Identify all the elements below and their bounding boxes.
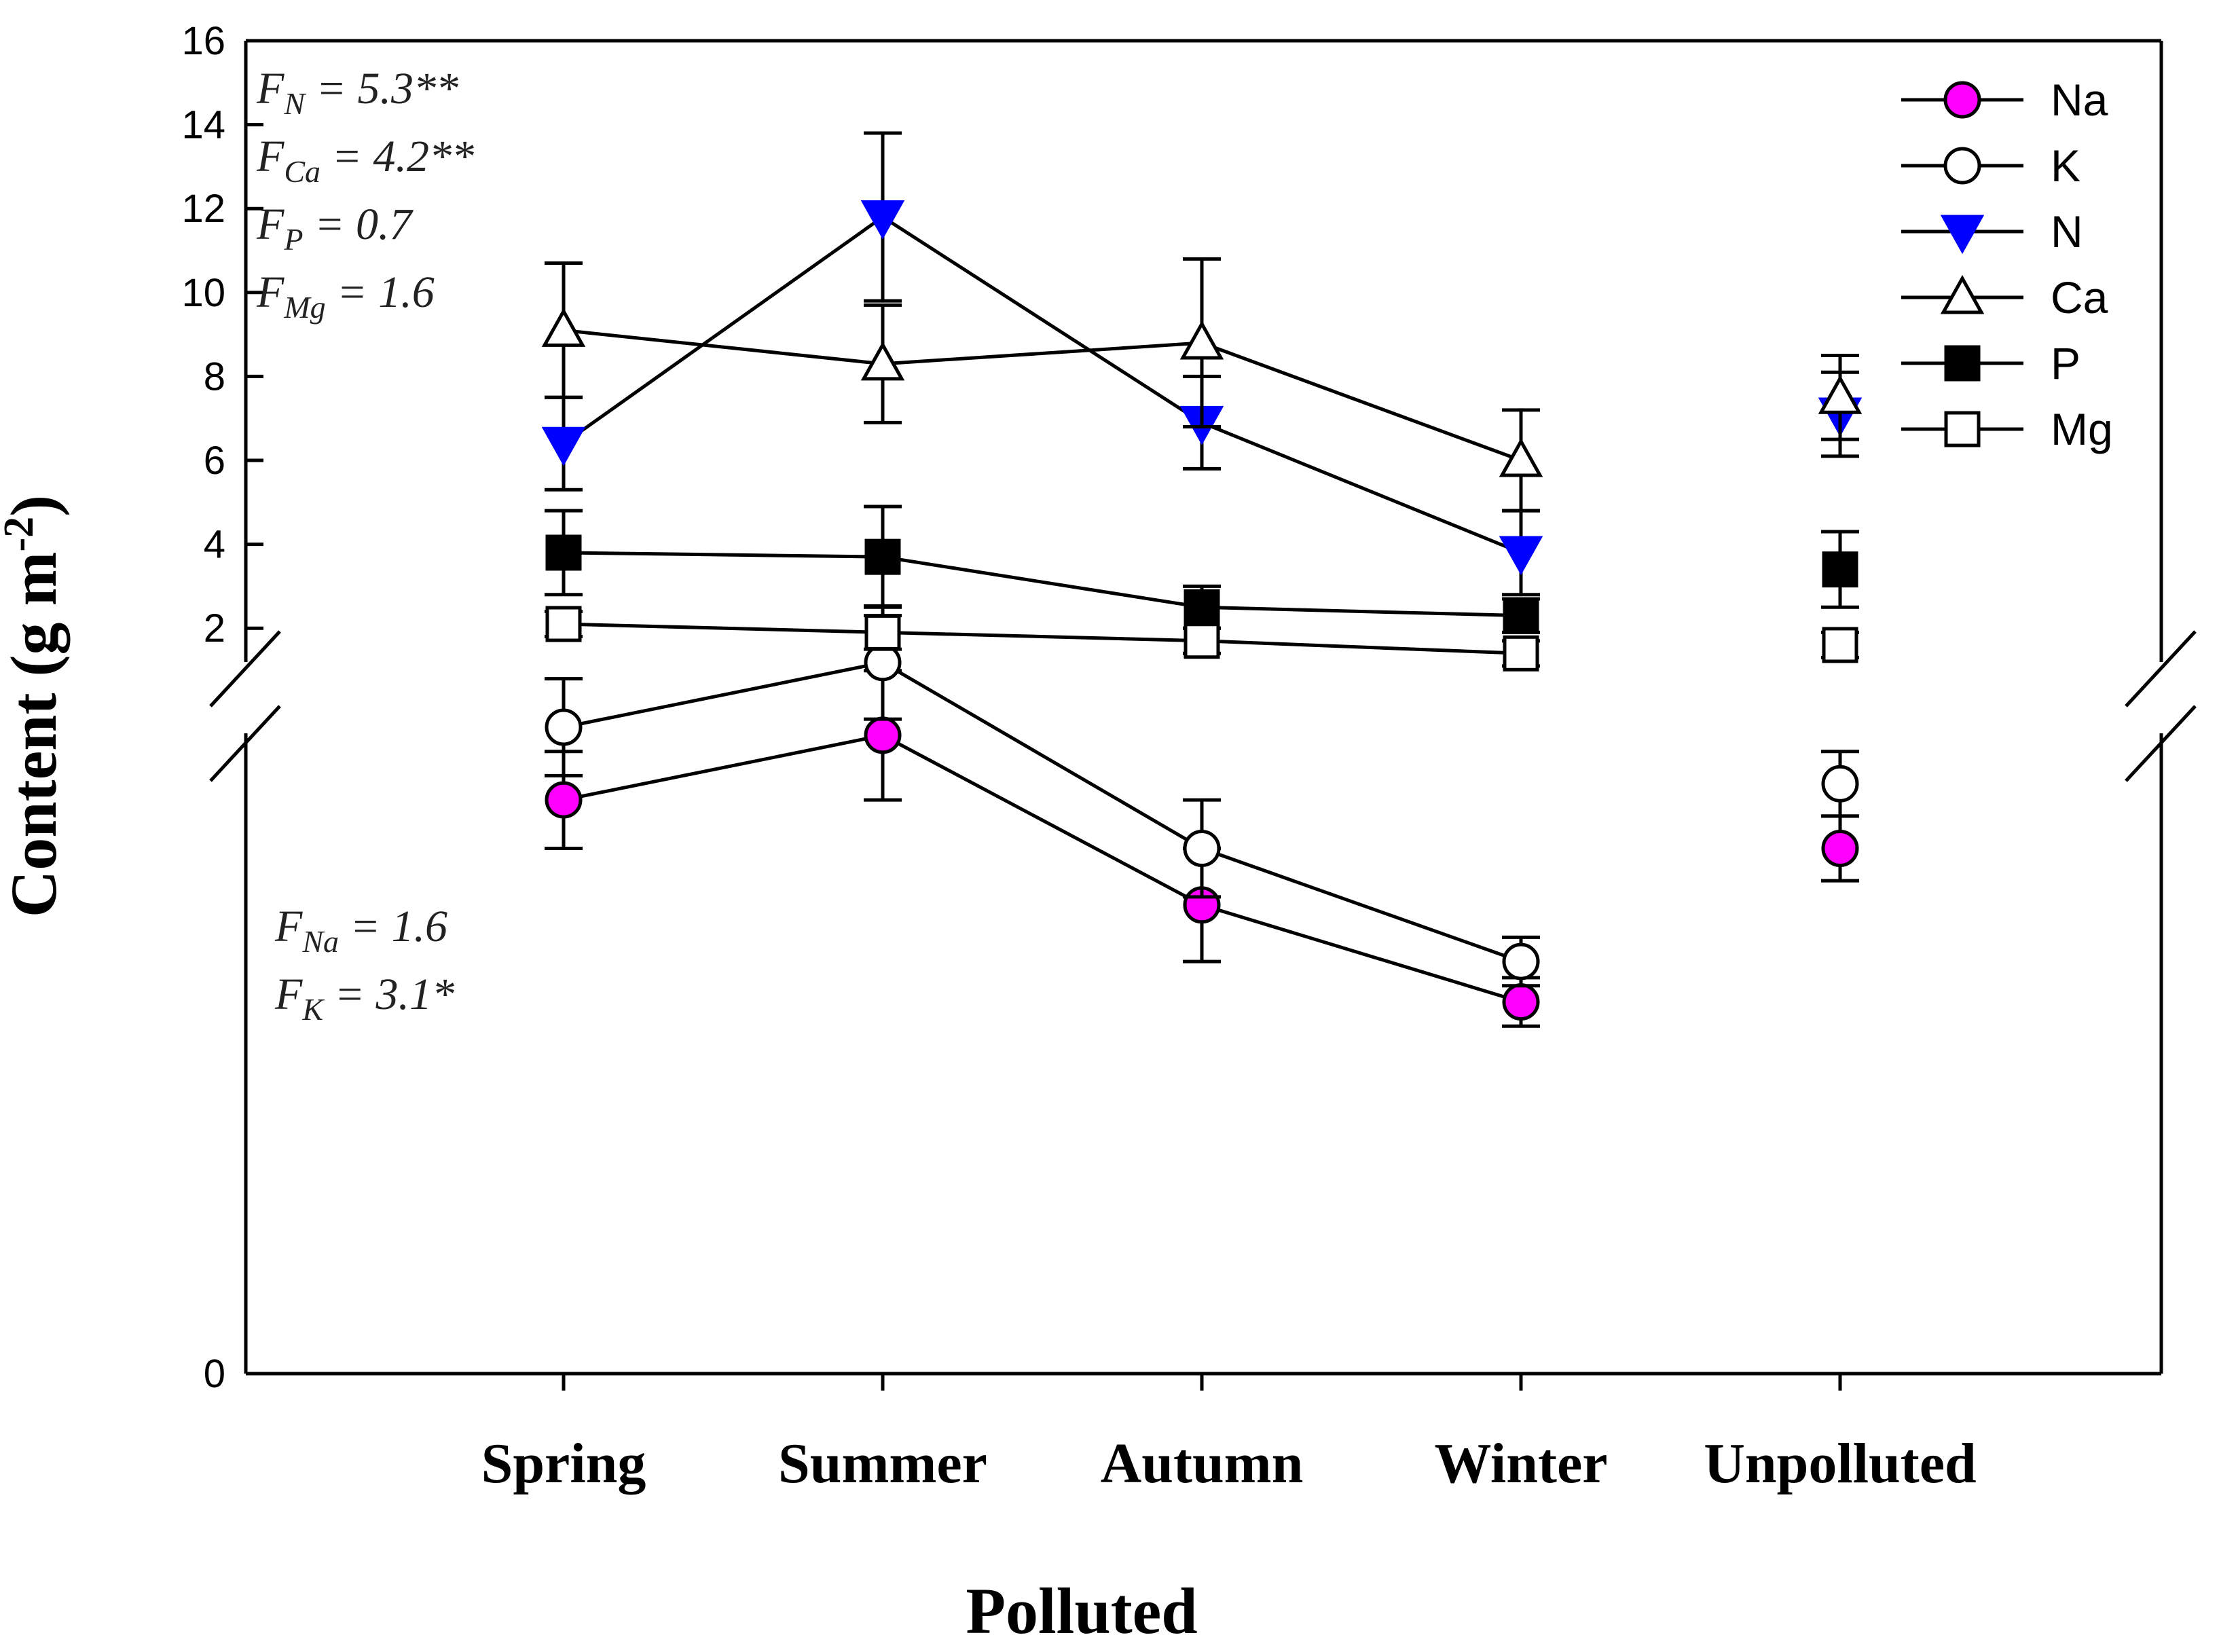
data-point [545,534,582,571]
axes-frame [244,39,2163,1376]
series-line [563,622,1522,655]
series-p [545,504,1859,634]
data-point [864,716,902,754]
x-tick-label: Unpolluted [1704,1432,1976,1495]
legend-marker [1940,274,1985,314]
y-axis-label-text: Content (g m [0,552,70,918]
y-tick-label: 8 [204,354,225,399]
data-point [1502,942,1540,980]
y-tick-label: 2 [204,606,225,650]
y-axis-label: Content (g m-2) [0,495,70,917]
data-point [1183,830,1221,867]
series-mg [545,606,1859,672]
y-tick-label: 4 [204,523,225,567]
legend-marker [1940,215,1985,255]
data-point [545,606,582,642]
x-tick-label: Winter [1434,1432,1607,1495]
legend: Na KN Ca P Mg [1901,75,2113,454]
data-point [1821,765,1859,803]
series-line [563,661,1522,963]
data-point [1502,983,1540,1021]
x-axis-ticks: Spring Summer Autumn Winter Unpolluted [481,1374,1977,1495]
stat-annotation: FCa = 4.2** [256,132,474,189]
data-point [545,781,583,819]
legend-item-p: P [1901,338,2080,388]
legend-label: Mg [2051,404,2113,454]
y-axis-label-sup: -2 [0,517,42,552]
data-point [541,426,586,466]
series-line [563,551,1522,618]
legend-label: P [2051,338,2080,388]
stat-annotation: FNa = 1.6 [274,902,447,959]
data-point [1821,830,1859,867]
data-point [1503,635,1539,672]
stats-upper: FN = 5.3** FCa = 4.2** FP = 0.7 FMg = 1.6 [256,64,474,325]
series-line [562,215,1522,555]
x-axis-label: Polluted [966,1575,1197,1647]
data-point [541,308,586,347]
y-tick-label: 14 [181,103,225,147]
data-point [860,341,905,381]
data-point [1499,536,1543,576]
y-axis-label-close: ) [0,495,70,517]
data-point [1184,623,1220,659]
legend-item-mg: Mg [1901,404,2113,454]
data-point [1499,437,1543,477]
data-point [1503,598,1539,634]
series-layer [541,131,1863,1028]
legend-marker [1943,147,1981,185]
stat-annotation: FN = 5.3** [256,64,458,121]
legend-marker [1943,81,1981,119]
y-tick-label: 10 [181,271,225,315]
data-point [864,614,901,650]
stat-annotation: FMg = 1.6 [256,268,435,325]
series-line [563,328,1522,462]
legend-marker [1944,411,1981,447]
y-tick-label: 6 [204,439,225,483]
legend-label: Na [2051,75,2108,125]
legend-marker [1944,345,1981,382]
y-tick-label: 0 [204,1352,225,1396]
data-point [860,200,905,240]
legend-label: N [2051,206,2083,257]
legend-label: Ca [2051,272,2108,323]
legend-item-na: Na [1901,75,2108,125]
data-point [1179,320,1224,360]
stat-annotation: FP = 0.7 [256,200,414,257]
stats-lower: FNa = 1.6 FK = 3.1* [274,902,454,1027]
data-point [1184,589,1220,625]
axis-break-marks [209,630,2197,782]
y-tick-label: 12 [181,187,225,231]
data-point [545,708,583,746]
data-point [864,538,901,575]
x-tick-label: Spring [481,1432,646,1495]
series-k [545,604,1859,988]
legend-item-k: K [1901,141,2080,191]
stat-annotation: FK = 3.1* [274,970,454,1027]
y-axis-ticks: 16 14 12 10 8 6 4 2 0 [181,19,263,1396]
y-tick-label: 16 [181,19,225,63]
data-point [1818,375,1863,414]
series-ca [541,257,1863,513]
series-line [563,733,1522,1004]
data-point [1822,551,1858,588]
legend-label: K [2051,141,2080,191]
legend-item-ca: Ca [1901,272,2108,323]
data-point [1822,627,1858,663]
x-tick-label: Summer [778,1432,987,1495]
x-tick-label: Autumn [1101,1432,1304,1495]
legend-item-n: N [1901,206,2083,257]
